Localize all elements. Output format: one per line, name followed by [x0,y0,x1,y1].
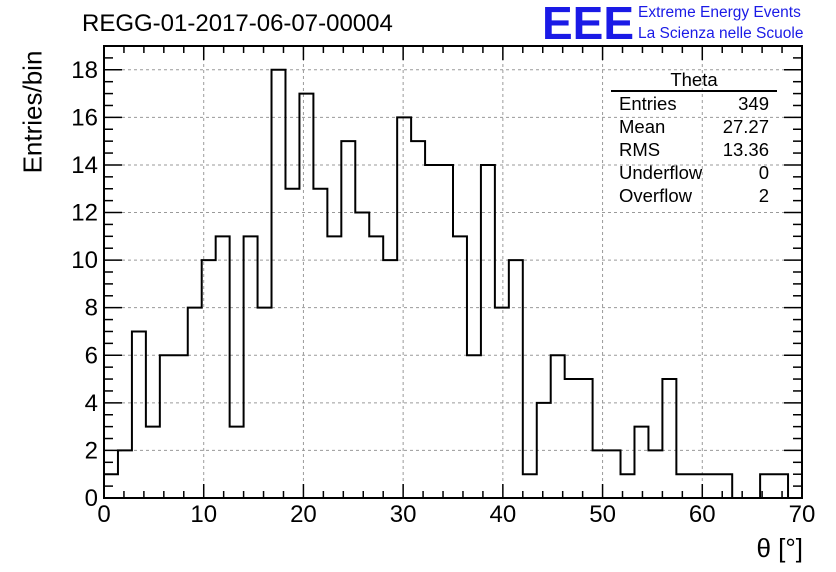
histogram-bin [509,260,523,498]
y-tick-label: 12 [71,200,98,227]
stats-row-mean: Mean 27.27 [611,115,777,138]
histogram-bin [313,189,327,498]
stats-label: Mean [619,116,666,137]
chart-title: REGG-01-2017-06-07-00004 [82,10,393,37]
histogram-bin [607,450,621,498]
histogram-bin [146,427,160,498]
x-tick-label: 70 [789,501,816,528]
stats-row-underflow: Underflow 0 [611,161,777,184]
y-tick-label: 0 [85,485,98,512]
stats-value: 349 [738,93,769,114]
x-tick-label: 50 [589,501,616,528]
x-tick-label: 60 [689,501,716,528]
histogram-bin [662,379,676,498]
stats-row-entries: Entries 349 [611,92,777,115]
histogram-bin [523,474,537,498]
histogram-bin [299,94,313,498]
y-tick-label: 6 [85,342,98,369]
y-tick-label: 16 [71,104,98,131]
stats-value: 27.27 [722,116,769,137]
y-tick-label: 10 [71,247,98,274]
logo-line-1: Extreme Energy Events [638,4,801,21]
histogram-bin [118,450,132,498]
stats-label: Entries [619,93,677,114]
stats-title: Theta [611,70,777,92]
histogram-bin [676,474,690,498]
stats-value: 0 [758,162,769,183]
histogram-bin [244,236,258,498]
histogram-bin [551,355,565,498]
histogram-bin [565,379,579,498]
logo-text: Extreme Energy Events La Scienza nelle S… [638,2,803,44]
y-tick-label: 4 [85,390,98,417]
histogram-bin [174,355,188,498]
histogram-bin [341,141,355,498]
stats-value: 2 [758,185,769,206]
histogram-bin [383,260,397,498]
histogram-bin [160,355,174,498]
logo-mark: EEE [542,1,634,43]
histogram-bin [634,427,648,498]
x-tick-label: 30 [390,501,417,528]
histogram-bin [593,450,607,498]
x-tick-label: 10 [190,501,217,528]
stats-row-rms: RMS 13.36 [611,138,777,161]
histogram-bin [481,165,495,498]
histogram-bin [425,165,439,498]
histogram-bin [704,474,718,498]
histogram-bin [230,427,244,498]
histogram-bin [579,379,593,498]
histogram-bin [453,236,467,498]
histogram-bin [132,331,146,498]
histogram-bin [272,70,286,498]
stats-label: Overflow [619,185,692,206]
y-axis-label: Entries/bin [17,50,48,174]
x-tick-label: 40 [490,501,517,528]
stats-label: RMS [619,139,661,160]
histogram-outline [103,68,802,499]
y-tick-label: 2 [85,437,98,464]
y-tick-label: 14 [71,152,98,179]
stats-label: Underflow [619,162,703,183]
histogram-bin [439,165,453,498]
stats-box: Theta Entries 349 Mean 27.27 RMS 13.36 U… [611,70,777,207]
histogram-bin [216,236,230,498]
x-tick-label: 20 [290,501,317,528]
histogram-bin [327,236,341,498]
eee-logo: EEE [542,1,634,43]
histogram-bin [467,355,481,498]
x-axis-label: θ [°] [756,533,803,563]
y-tick-label: 18 [71,57,98,84]
histogram-bin [774,474,788,498]
histogram-bin [285,189,299,498]
logo-line-2: La Scienza nelle Scuole [638,25,804,42]
histogram-bin [258,308,272,498]
histogram-bin [718,474,732,498]
histogram-bin [369,236,383,498]
y-tick-label: 8 [85,295,98,322]
stats-value: 13.36 [722,139,769,160]
histogram-bin [648,450,662,498]
x-tick-label: 0 [97,501,110,528]
stats-row-overflow: Overflow 2 [611,184,777,207]
histogram-bin [411,141,425,498]
